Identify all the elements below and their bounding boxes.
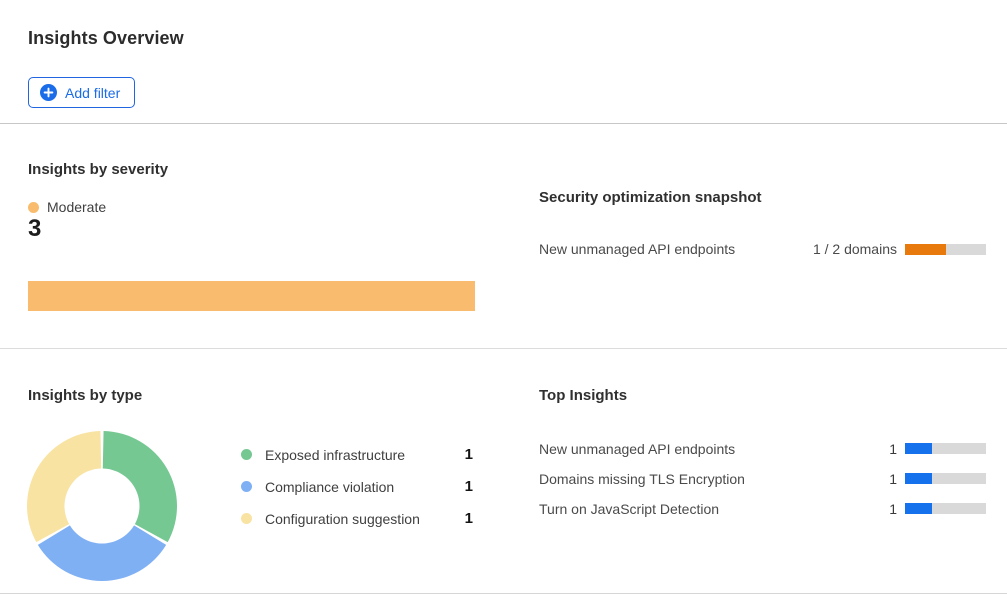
top-insight-value: 1 — [889, 440, 897, 457]
snapshot-progress-bar — [905, 243, 986, 255]
legend-label: Configuration suggestion — [265, 510, 420, 527]
top-insight-row-js-detection: Turn on JavaScript Detection 1 — [539, 500, 986, 517]
divider — [0, 348, 1007, 349]
blue-legend-dot — [241, 481, 252, 492]
top-insight-bar — [905, 473, 986, 484]
legend-item-compliance-violation: Compliance violation 1 — [241, 478, 473, 495]
top-insight-bar — [905, 443, 986, 454]
severity-bar-moderate — [28, 281, 475, 311]
plus-circle-icon — [40, 84, 57, 101]
top-insight-bar-fill — [905, 503, 932, 514]
top-insights-list: New unmanaged API endpoints 1 Domains mi… — [539, 441, 986, 531]
top-insight-label: Domains missing TLS Encryption — [539, 470, 745, 487]
security-snapshot-title: Security optimization snapshot — [539, 189, 762, 206]
top-insights-title: Top Insights — [539, 387, 628, 404]
top-insight-label: Turn on JavaScript Detection — [539, 500, 720, 517]
top-insight-bar — [905, 503, 986, 514]
top-insight-bar-fill — [905, 473, 932, 484]
top-insight-value: 1 — [889, 500, 897, 517]
divider — [0, 123, 1007, 124]
legend-item-exposed-infrastructure: Exposed infrastructure 1 — [241, 446, 473, 463]
severity-bar-chart — [28, 281, 475, 311]
yellow-legend-dot — [241, 513, 252, 524]
legend-value: 1 — [464, 510, 473, 527]
legend-value: 1 — [464, 478, 473, 495]
divider — [0, 593, 1007, 594]
top-insight-value: 1 — [889, 470, 897, 487]
add-filter-label: Add filter — [65, 84, 121, 101]
insights-by-type-donut-chart — [27, 431, 177, 581]
insights-by-severity-title: Insights by severity — [28, 161, 169, 178]
type-legend: Exposed infrastructure 1 Compliance viol… — [241, 446, 473, 543]
page-title: Insights Overview — [28, 28, 184, 48]
moderate-legend-label: Moderate — [47, 199, 107, 215]
moderate-legend-dot — [28, 201, 39, 213]
severity-count: 3 — [28, 215, 42, 242]
green-legend-dot — [241, 449, 252, 460]
legend-value: 1 — [464, 446, 473, 463]
snapshot-progress-label: 1 / 2 domains — [812, 241, 897, 257]
severity-legend-item: Moderate — [28, 199, 106, 215]
snapshot-progress-fill — [905, 243, 946, 255]
top-insight-label: New unmanaged API endpoints — [539, 440, 736, 457]
add-filter-button[interactable]: Add filter — [28, 77, 136, 108]
legend-label: Exposed infrastructure — [265, 446, 406, 463]
legend-label: Compliance violation — [265, 478, 395, 495]
snapshot-row: New unmanaged API endpoints 1 / 2 domain… — [539, 241, 986, 257]
snapshot-row-label: New unmanaged API endpoints — [539, 241, 736, 257]
legend-item-configuration-suggestion: Configuration suggestion 1 — [241, 510, 473, 527]
insights-by-type-title: Insights by type — [28, 387, 143, 404]
top-insight-bar-fill — [905, 443, 932, 454]
top-insight-row-api-endpoints: New unmanaged API endpoints 1 — [539, 440, 986, 457]
top-insight-row-tls-encryption: Domains missing TLS Encryption 1 — [539, 470, 986, 487]
